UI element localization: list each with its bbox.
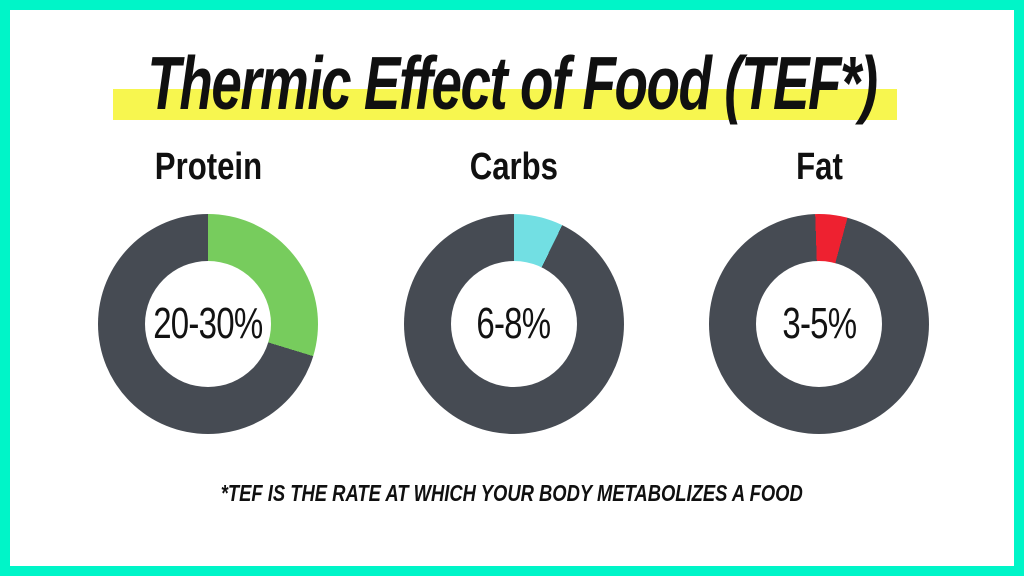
charts-row: Protein 20-30% Carbs 6-8% Fat 3-5% — [10, 148, 1014, 434]
center-label-protein: 20-30% — [153, 299, 263, 348]
center-label-fat: 3-5% — [781, 299, 857, 348]
chart-title-protein: Protein — [154, 146, 262, 188]
chart-title-fat: Fat — [795, 146, 843, 188]
title-block: Thermic Effect of Food (TEF*) — [10, 10, 1014, 150]
donut-hole: 3-5% — [756, 261, 882, 387]
title-highlight — [113, 89, 897, 120]
chart-title-carbs: Carbs — [469, 146, 558, 188]
donut-chart-protein: Protein 20-30% — [88, 148, 328, 434]
center-label-carbs: 6-8% — [476, 299, 551, 348]
donut-hole: 20-30% — [145, 261, 271, 387]
donut-chart-fat: Fat 3-5% — [699, 148, 939, 434]
donut-ring-carbs: 6-8% — [403, 214, 624, 434]
footnote-text: *TEF IS THE RATE AT WHICH YOUR BODY META… — [221, 480, 803, 506]
donut-ring-fat: 3-5% — [709, 214, 929, 434]
donut-hole: 6-8% — [450, 261, 577, 387]
page-title: Thermic Effect of Food (TEF*) — [147, 41, 878, 125]
donut-chart-carbs: Carbs 6-8% — [394, 148, 634, 434]
donut-ring-protein: 20-30% — [98, 214, 318, 434]
footnote: *TEF IS THE RATE AT WHICH YOUR BODY META… — [10, 480, 1014, 507]
